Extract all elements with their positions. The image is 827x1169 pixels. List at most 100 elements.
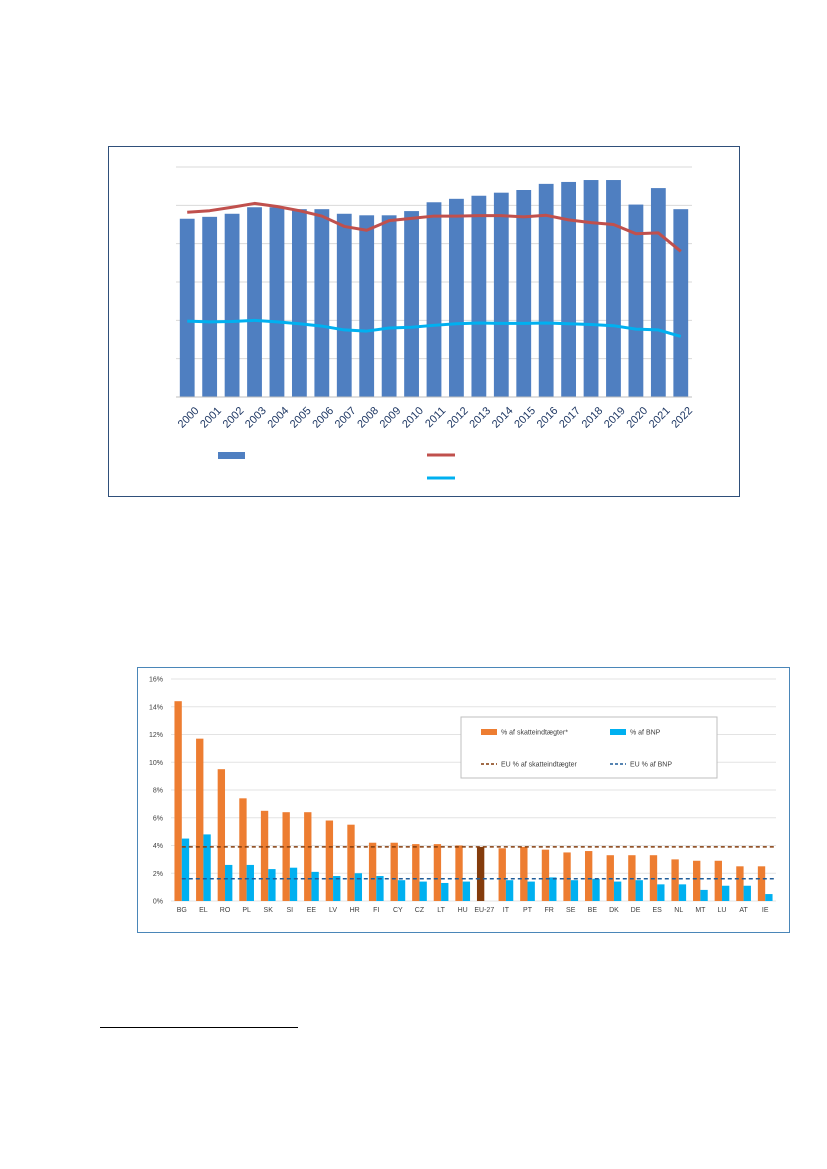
bar-gdp-share (397, 880, 406, 901)
legend-label: % af BNP (630, 730, 661, 737)
bar (493, 192, 509, 397)
bar-tax-share (757, 866, 766, 901)
y-tick-label: 6% (153, 815, 163, 822)
bar-gdp-share (527, 881, 535, 901)
x-tick-label: RO (220, 907, 231, 914)
legend-swatch (218, 452, 245, 459)
bar (404, 211, 419, 397)
x-tick-label: 2003 (243, 405, 269, 431)
bar (538, 183, 554, 397)
x-tick-label: 2018 (580, 405, 606, 431)
bar-gdp-share (635, 880, 643, 901)
x-tick-label: 2004 (266, 405, 292, 431)
x-tick-label: 2022 (669, 405, 695, 431)
bar-tax-share (239, 798, 247, 901)
legend-swatch (481, 729, 497, 735)
bar-gdp-share (376, 876, 384, 901)
y-tick-label: 14% (149, 704, 163, 711)
x-tick-label: 2017 (557, 405, 583, 431)
x-tick-label: DK (609, 907, 619, 914)
x-tick-label: BG (177, 907, 187, 914)
bar-gdp-share (181, 838, 190, 901)
bar-tax-share (584, 851, 593, 901)
x-tick-label: CZ (415, 907, 425, 914)
bar (359, 215, 375, 397)
bar-tax-share (260, 810, 269, 901)
bar-tax-share (368, 842, 377, 901)
bar-tax-share (693, 860, 701, 901)
bar-tax-share (196, 738, 204, 901)
bar-tax-share (347, 824, 355, 901)
x-tick-label: EE (307, 907, 317, 914)
bar-tax-share (476, 846, 485, 901)
bar-gdp-share (505, 880, 514, 901)
bar-tax-share (412, 844, 420, 901)
x-tick-label: MT (695, 907, 706, 914)
x-tick-label: FI (373, 907, 379, 914)
bar-tax-share (217, 769, 226, 901)
x-tick-label: LT (437, 907, 445, 914)
x-tick-label: LV (329, 907, 337, 914)
x-tick-label: 2016 (535, 405, 561, 431)
legend-label: % af skatteindtægter* (501, 730, 568, 737)
bar-gdp-share (333, 876, 341, 901)
x-tick-label: 2005 (288, 405, 314, 431)
bar-tax-share (455, 845, 463, 901)
bar-gdp-share (721, 885, 730, 901)
chart-country-comparison: 0% 2% 4% 6% 8% 10% 12% 14% 16% BG EL RO PL SK SI EE LV HR… (137, 667, 790, 933)
chart-country-comparison-plot: 0% 2% 4% 6% 8% 10% 12% 14% 16% BG EL RO PL SK SI EE LV HR… (149, 677, 776, 914)
y-tick-label: 4% (153, 843, 163, 850)
x-tick-label: 2020 (624, 405, 650, 431)
bar (247, 207, 262, 397)
bar-gdp-share (549, 877, 557, 901)
bar (583, 180, 599, 397)
bar-gdp-share (419, 881, 427, 901)
bar (449, 198, 464, 397)
series-line (187, 201, 682, 253)
bar (516, 190, 532, 397)
bar-gdp-share (311, 871, 319, 901)
series-line (187, 318, 682, 338)
x-tick-label: BE (588, 907, 598, 914)
x-tick-label: PT (523, 907, 533, 914)
bar-tax-share (282, 812, 290, 901)
bar (336, 213, 352, 397)
bar-tax-share (433, 844, 442, 901)
bar-gdp-share (203, 834, 211, 901)
bar-gdp-share (246, 864, 254, 901)
x-tick-label: SI (287, 907, 294, 914)
x-tick-label: DE (631, 907, 641, 914)
bar-tax-share (736, 866, 744, 901)
bar-gdp-share (225, 864, 233, 901)
bar (650, 188, 666, 397)
x-tick-label: PL (242, 907, 251, 914)
bar-gdp-share (289, 867, 298, 901)
bar-tax-share (304, 812, 312, 901)
bar (269, 207, 285, 397)
x-tick-label: 2021 (647, 405, 673, 431)
legend-box (460, 716, 718, 779)
bar-gdp-share (657, 884, 665, 901)
x-tick-label: 2007 (333, 405, 359, 431)
bar (673, 209, 689, 397)
bar-gdp-share (268, 869, 276, 901)
x-tick-label: LU (718, 907, 727, 914)
bar-gdp-share (700, 889, 708, 901)
x-tick-label: 2010 (400, 405, 426, 431)
bar-tax-share (498, 848, 506, 901)
x-tick-label: 2019 (602, 405, 628, 431)
x-tick-label: NL (674, 907, 683, 914)
bar-tax-share (714, 860, 722, 901)
chart-tax-trend-plot: 2000200120022003200420052006200720082009… (176, 166, 695, 480)
x-tick-label: 2013 (467, 405, 493, 431)
bar-tax-share (390, 842, 398, 901)
x-tick-label: 2011 (423, 405, 448, 430)
legend-swatch (610, 729, 626, 735)
bar-gdp-share (592, 878, 600, 901)
chart-tax-trend: 2000 2001 2002 2003 2004 2005 2006 2007 2008 2009… (108, 146, 740, 497)
x-tick-label: 2014 (490, 405, 516, 431)
legend-label: EU % af BNP (630, 762, 672, 769)
y-tick-label: 16% (149, 677, 163, 684)
bar-tax-share (541, 849, 550, 901)
x-tick-label: FR (544, 907, 553, 914)
